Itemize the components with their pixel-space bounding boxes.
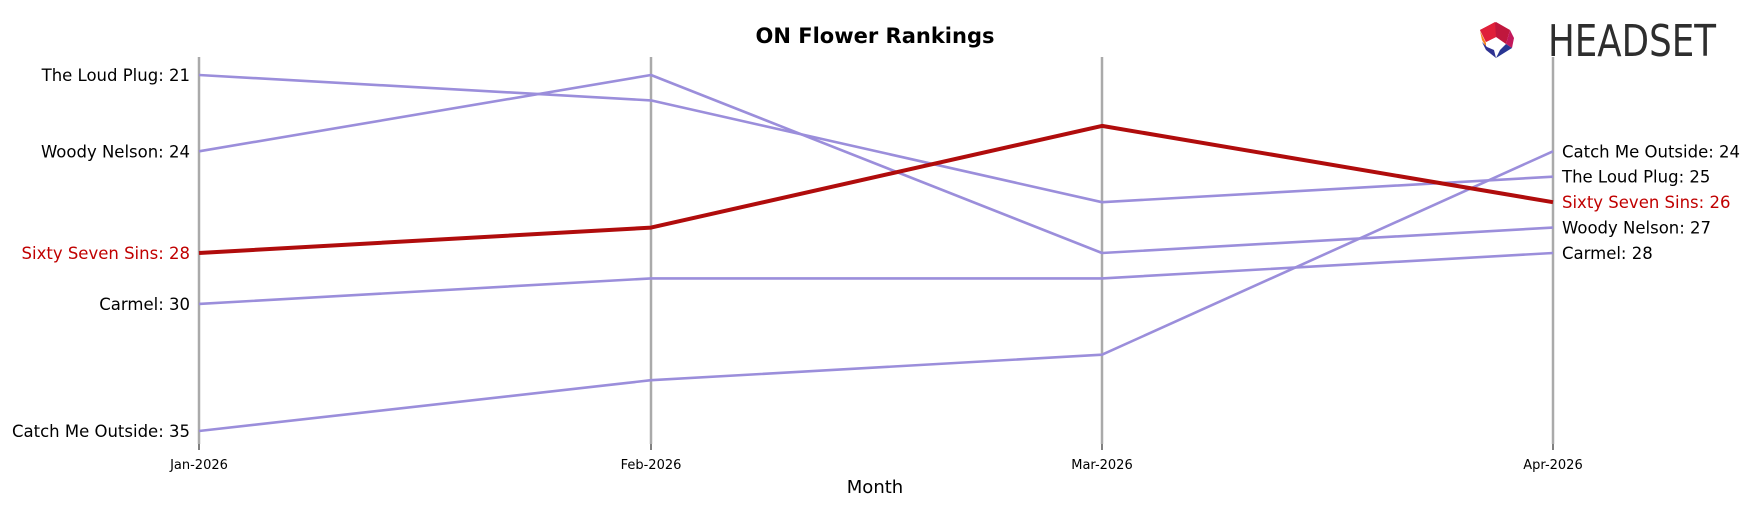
series-line-carmel: [198, 251, 1554, 306]
x-tick-label: Jan-2026: [169, 458, 228, 473]
headset-logo: HEADSET: [1480, 16, 1716, 67]
end-rank-label: Woody Nelson: 27: [1562, 219, 1711, 238]
x-tick-label: Feb-2026: [621, 458, 682, 473]
series-line-sixty-seven-sins: [198, 123, 1554, 255]
series-line-woody-nelson: [198, 73, 1554, 255]
series-line-catch-me-outside: [198, 150, 1554, 433]
headset-logo-icon: [1480, 22, 1514, 58]
series-line-the-loud-plug: [198, 73, 1554, 204]
series-lines: [198, 73, 1554, 433]
chart-title: ON Flower Rankings: [756, 24, 995, 48]
x-tick-label: Mar-2026: [1071, 458, 1132, 473]
logo-text: HEADSET: [1548, 16, 1716, 67]
end-rank-label: The Loud Plug: 25: [1561, 168, 1710, 187]
start-rank-labels: The Loud Plug: 21 Woody Nelson: 24 Sixty S…: [12, 66, 190, 441]
end-rank-labels: Catch Me Outside: 24 The Loud Plug: 25 Six…: [1561, 142, 1740, 263]
x-axis-label: Month: [847, 477, 903, 498]
start-rank-label: Catch Me Outside: 35: [12, 422, 190, 441]
start-rank-label: Carmel: 30: [99, 295, 190, 314]
end-rank-label: Sixty Seven Sins: 26: [1562, 193, 1730, 212]
x-tick-label: Apr-2026: [1523, 458, 1582, 473]
end-rank-label: Carmel: 28: [1562, 244, 1653, 263]
start-rank-label: Sixty Seven Sins: 28: [22, 244, 190, 263]
start-rank-label: The Loud Plug: 21: [41, 66, 190, 85]
end-rank-label: Catch Me Outside: 24: [1562, 142, 1740, 161]
start-rank-label: Woody Nelson: 24: [41, 142, 190, 161]
